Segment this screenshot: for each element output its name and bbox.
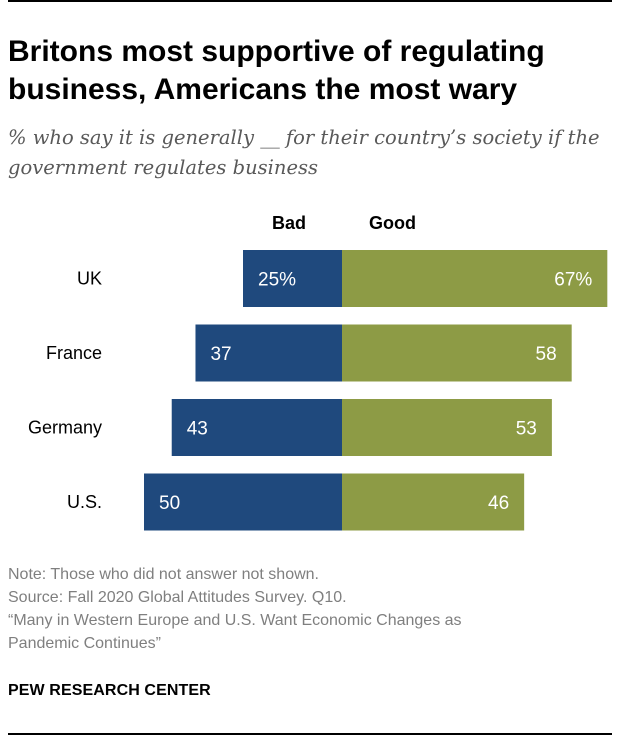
legend-bad-label: Bad	[272, 213, 306, 233]
footer-report-line-2: Pandemic Continues”	[8, 635, 161, 652]
bar-good-value-label: 58	[536, 344, 557, 365]
diverging-bar-chart: Bad Good UK 25% 67% France 37 58 Germany 43 53 U.…	[28, 213, 608, 531]
bar-good	[342, 250, 608, 307]
bars-group: UK 25% 67% France 37 58 Germany 43 53 U.S. 50 46	[28, 250, 608, 531]
category-label: France	[46, 343, 102, 363]
bar-bad-value-label: 50	[159, 493, 180, 514]
category-label: U.S.	[67, 492, 102, 512]
category-label: UK	[77, 269, 102, 289]
bar-bad-value-label: 37	[210, 344, 231, 365]
bar-bad	[144, 473, 342, 531]
footer-report-line-1: “Many in Western Europe and U.S. Want Ec…	[8, 612, 462, 629]
bottom-rule	[8, 733, 612, 735]
chart-title: Britons most supportive of regulating bu…	[8, 35, 545, 106]
bar-bad	[195, 324, 342, 382]
bar-bad	[243, 250, 342, 307]
bar-bad-value-label: 25%	[258, 270, 296, 291]
footer-source: Source: Fall 2020 Global Attitudes Surve…	[8, 589, 347, 606]
bar-good-value-label: 53	[516, 419, 537, 440]
bar-good-value-label: 67%	[554, 270, 592, 291]
top-rule	[8, 0, 612, 2]
chart-subtitle: % who say it is generally __ for their c…	[8, 126, 600, 179]
footer-note: Note: Those who did not answer not shown…	[8, 566, 319, 583]
bar-good	[342, 473, 525, 531]
bar-good	[342, 399, 552, 456]
bar-good-value-label: 46	[488, 493, 509, 514]
chart-footer: Note: Those who did not answer not shown…	[8, 563, 608, 655]
org-name: PEW RESEARCH CENTER	[8, 682, 211, 699]
category-label: Germany	[28, 418, 102, 438]
bar-bad-value-label: 43	[187, 419, 208, 440]
bar-good	[342, 324, 572, 382]
bar-bad	[171, 399, 342, 456]
legend-good-label: Good	[369, 213, 416, 233]
